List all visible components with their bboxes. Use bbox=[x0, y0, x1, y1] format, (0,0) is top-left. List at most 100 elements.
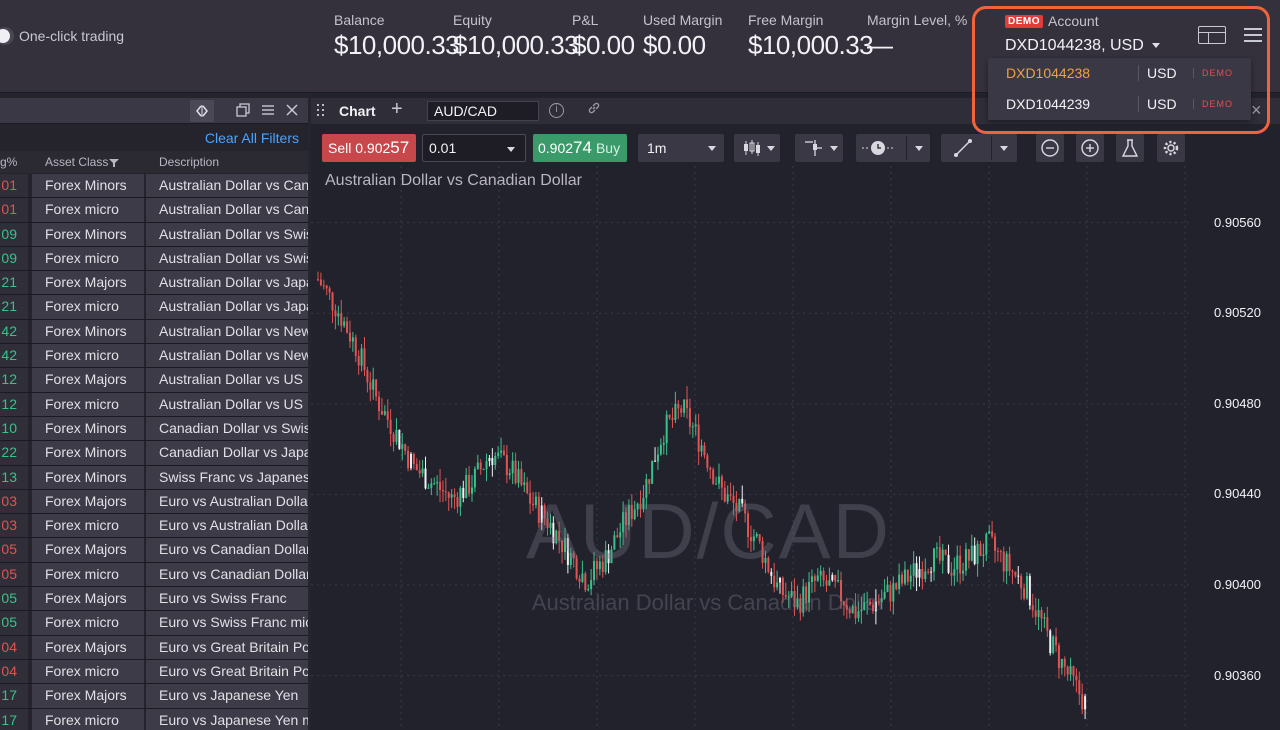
candle-body bbox=[471, 487, 473, 494]
candle-body bbox=[407, 450, 410, 469]
price-tick-label: 0.90440 bbox=[1214, 486, 1261, 502]
column-header-description[interactable]: Description bbox=[159, 155, 220, 169]
cell-asset-class: Forex Minors bbox=[32, 174, 144, 198]
candle-body bbox=[1063, 658, 1066, 667]
one-click-toggle[interactable] bbox=[0, 27, 14, 45]
chart-type-button[interactable] bbox=[734, 134, 780, 162]
symbol-input[interactable] bbox=[427, 101, 539, 121]
candlestick-chart[interactable] bbox=[311, 166, 1280, 730]
candle-body bbox=[633, 509, 636, 520]
close-icon[interactable]: × bbox=[1251, 100, 1262, 120]
sell-button[interactable]: Sell 0.902 57 bbox=[322, 134, 416, 162]
column-header-change[interactable]: g% bbox=[0, 155, 18, 169]
table-row[interactable]: 05 Forex Majors Euro vs Canadian Dollar bbox=[0, 538, 308, 563]
candle-body bbox=[575, 558, 578, 579]
account-option[interactable]: DXD1044238 USD DEMO bbox=[988, 58, 1251, 88]
collapse-icon[interactable] bbox=[190, 100, 214, 122]
account-selector[interactable]: DEMO Account DXD1044238, USD bbox=[992, 10, 1172, 60]
link-icon[interactable] bbox=[587, 101, 601, 118]
layout-icon[interactable] bbox=[1198, 26, 1226, 44]
candle-body bbox=[994, 536, 997, 551]
zoom-in-button[interactable] bbox=[1076, 134, 1104, 162]
popout-icon[interactable] bbox=[236, 103, 250, 120]
change-value: 21 bbox=[1, 274, 17, 291]
filter-icon[interactable] bbox=[109, 158, 120, 168]
candle-body bbox=[802, 586, 805, 613]
candle-body bbox=[447, 492, 450, 498]
top-icons bbox=[1198, 26, 1262, 44]
candle-body bbox=[1072, 666, 1075, 676]
zoom-out-button[interactable] bbox=[1036, 134, 1064, 162]
candle-body bbox=[436, 482, 439, 484]
drag-handle-icon[interactable] bbox=[317, 104, 327, 118]
time-range-button[interactable] bbox=[856, 134, 930, 162]
clear-all-filters-link[interactable]: Clear All Filters bbox=[204, 130, 299, 146]
quantity-select[interactable]: 0.01 bbox=[422, 134, 526, 162]
indicators-button[interactable] bbox=[795, 134, 843, 162]
metric-label: Equity bbox=[453, 12, 492, 28]
table-row[interactable]: 05 Forex Majors Euro vs Swiss Franc bbox=[0, 587, 308, 612]
timeframe-select[interactable]: 1m bbox=[638, 134, 724, 162]
table-row[interactable]: 03 Forex micro Euro vs Australian Dollar bbox=[0, 514, 308, 539]
candle-body bbox=[845, 605, 848, 610]
candle-body bbox=[1034, 610, 1037, 617]
instruments-panel: Clear All Filters g% Asset Class Descrip… bbox=[0, 94, 308, 730]
table-row[interactable]: 17 Forex Majors Euro vs Japanese Yen bbox=[0, 684, 308, 709]
candle-body bbox=[717, 476, 720, 484]
account-option-currency: USD bbox=[1138, 65, 1177, 81]
drawing-tools-button[interactable] bbox=[941, 134, 1017, 162]
strategy-tester-button[interactable] bbox=[1116, 134, 1144, 162]
chart-settings-button[interactable] bbox=[1157, 134, 1185, 162]
gear-icon bbox=[1163, 140, 1179, 156]
buy-price-prefix: 0.902 bbox=[538, 140, 574, 156]
column-header-asset-class[interactable]: Asset Class bbox=[45, 155, 120, 169]
candle-body bbox=[343, 321, 346, 326]
cell-change: 17 bbox=[0, 684, 28, 708]
zoom-in-icon bbox=[1081, 139, 1099, 157]
account-current[interactable]: DXD1044238, USD bbox=[1005, 37, 1160, 55]
table-row[interactable]: 05 Forex micro Euro vs Canadian Dollar bbox=[0, 562, 308, 588]
candle-body bbox=[712, 469, 715, 484]
table-row[interactable]: 03 Forex Majors Euro vs Australian Dollar bbox=[0, 489, 308, 515]
cell-description: Australian Dollar vs Canadian Dollar bbox=[146, 174, 308, 198]
candle-body bbox=[953, 569, 956, 576]
buy-button[interactable]: 0.902 74 Buy bbox=[533, 134, 627, 162]
info-icon[interactable]: i bbox=[549, 103, 564, 118]
candle-body bbox=[593, 560, 596, 581]
hamburger-menu-icon[interactable] bbox=[1244, 27, 1262, 43]
candle-body bbox=[735, 502, 738, 512]
list-menu-icon[interactable] bbox=[261, 103, 275, 120]
metric-value: $0.00 bbox=[572, 30, 635, 60]
candle-body bbox=[569, 552, 572, 566]
add-chart-icon[interactable]: + bbox=[391, 98, 403, 120]
cell-asset-class: Forex Majors bbox=[32, 271, 144, 295]
cell-asset-class: Forex Minors bbox=[32, 222, 144, 246]
candle-body bbox=[532, 503, 535, 506]
metric-value: — bbox=[867, 30, 893, 60]
chart-tab-title[interactable]: Chart bbox=[339, 103, 376, 119]
candle-body bbox=[372, 379, 375, 390]
cell-description: Euro vs Great Britain Pound bbox=[146, 659, 308, 684]
cell-change: 21 bbox=[0, 271, 28, 295]
account-option[interactable]: DXD1044239 USD DEMO bbox=[988, 89, 1251, 119]
close-icon[interactable] bbox=[285, 103, 299, 120]
candle-body bbox=[346, 321, 349, 333]
one-click-trading[interactable]: One-click trading bbox=[0, 26, 124, 46]
